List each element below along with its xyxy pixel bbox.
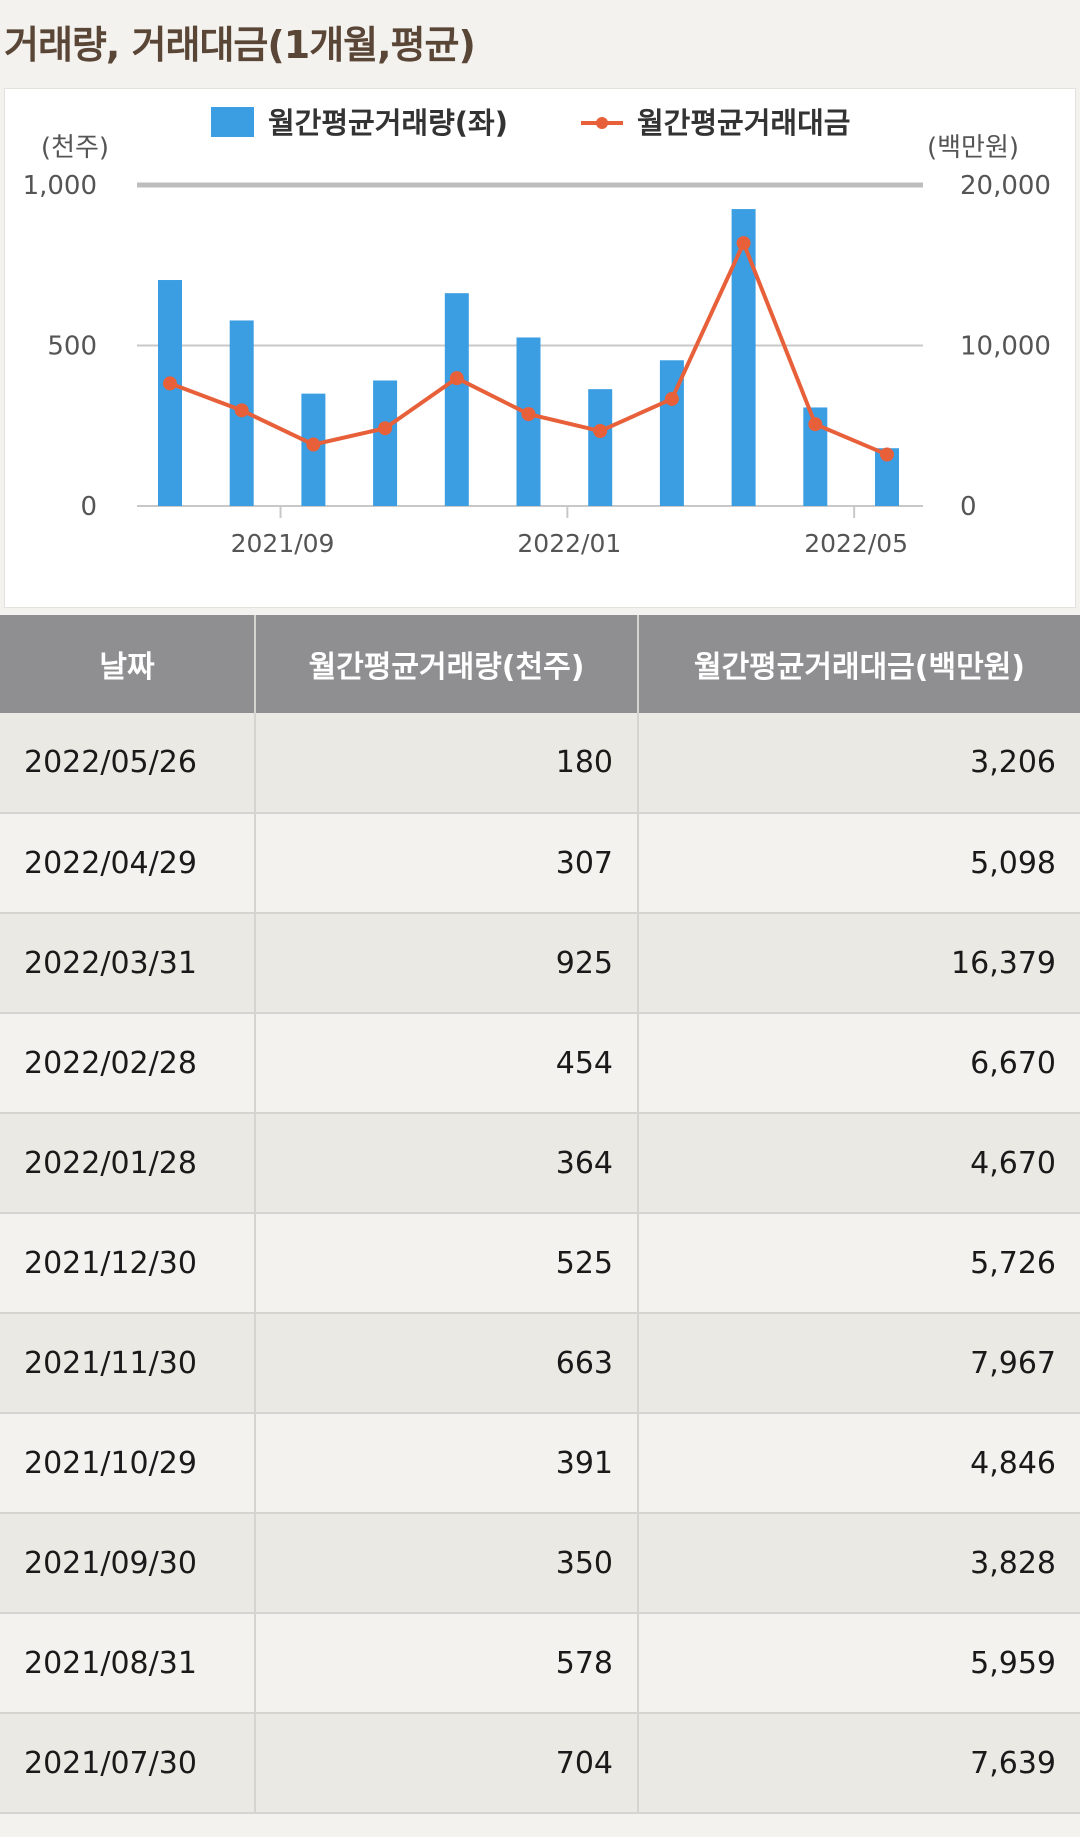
y-left-tick-label: 1,000 — [23, 171, 97, 201]
cell-value: 4,670 — [638, 1113, 1080, 1214]
point-value — [378, 421, 393, 436]
cell-volume: 391 — [255, 1413, 639, 1514]
x-tick-label: 2022/05 — [804, 529, 908, 558]
cell-date: 2021/07/30 — [0, 1713, 256, 1814]
cell-date: 2021/08/31 — [0, 1613, 256, 1714]
y-left-unit-label: (천주) — [41, 133, 109, 163]
page-title: 거래량, 거래대금(1개월,평균) — [4, 23, 476, 67]
point-value — [449, 371, 464, 386]
cell-volume: 525 — [255, 1213, 639, 1314]
cell-value: 3,828 — [638, 1513, 1080, 1614]
volume-value-chart: (천주) (백만원) 0 500 1,000 0 10,000 20,000 2021/09 20… — [23, 106, 1051, 558]
bar-volume — [588, 389, 613, 506]
cell-volume: 925 — [255, 913, 639, 1014]
table-row: 2021/11/30 663 7,967 — [0, 1313, 1080, 1414]
cell-date: 2022/03/31 — [0, 913, 256, 1014]
cell-date: 2021/09/30 — [0, 1513, 256, 1614]
table-row: 2022/02/28 454 6,670 — [0, 1013, 1080, 1114]
legend-swatch-volume — [211, 107, 254, 137]
cell-value: 3,206 — [638, 713, 1080, 814]
data-table: 날짜 월간평균거래량(천주) 월간평균거래대금(백만원) 2022/05/26 1… — [0, 615, 1080, 1814]
point-value — [808, 417, 823, 432]
legend-label-value: 월간평균거래대금 — [637, 106, 850, 140]
y-right-tick-label: 10,000 — [960, 332, 1051, 362]
point-value — [736, 236, 751, 251]
point-value — [234, 403, 249, 418]
cell-volume: 350 — [255, 1513, 639, 1614]
cell-date: 2021/12/30 — [0, 1213, 256, 1314]
cell-value: 4,846 — [638, 1413, 1080, 1514]
cell-value: 5,098 — [638, 813, 1080, 914]
table-row: 2022/03/31 925 16,379 — [0, 913, 1080, 1014]
bar-volume — [731, 209, 756, 506]
header-volume: 월간평균거래량(천주) — [255, 615, 639, 713]
legend-swatch-value-dot — [596, 117, 608, 129]
cell-date: 2021/11/30 — [0, 1313, 256, 1414]
y-left-tick-label: 0 — [80, 492, 97, 522]
y-right-tick-label: 0 — [960, 492, 977, 522]
cell-date: 2021/10/29 — [0, 1413, 256, 1514]
cell-value: 7,639 — [638, 1713, 1080, 1814]
table-row: 2021/09/30 350 3,828 — [0, 1513, 1080, 1614]
cell-volume: 454 — [255, 1013, 639, 1114]
table-row: 2022/04/29 307 5,098 — [0, 813, 1080, 914]
cell-value: 5,726 — [638, 1213, 1080, 1314]
page-header: 거래량, 거래대금(1개월,평균) — [0, 0, 1080, 80]
legend-label-volume: 월간평균거래량(좌) — [268, 106, 508, 140]
point-value — [664, 391, 679, 406]
table-row: 2021/08/31 578 5,959 — [0, 1613, 1080, 1714]
cell-volume: 307 — [255, 813, 639, 914]
cell-volume: 578 — [255, 1613, 639, 1714]
cell-value: 5,959 — [638, 1613, 1080, 1714]
bar-volume — [444, 293, 469, 506]
cell-date: 2022/05/26 — [0, 713, 256, 814]
cell-volume: 364 — [255, 1113, 639, 1214]
cell-value: 16,379 — [638, 913, 1080, 1014]
chart-container: (천주) (백만원) 0 500 1,000 0 10,000 20,000 2021/09 20… — [4, 88, 1076, 608]
cell-date: 2022/04/29 — [0, 813, 256, 914]
cell-volume: 663 — [255, 1313, 639, 1414]
table-row: 2021/10/29 391 4,846 — [0, 1413, 1080, 1514]
point-value — [880, 447, 894, 462]
header-date: 날짜 — [0, 615, 256, 713]
y-right-tick-label: 20,000 — [960, 171, 1051, 201]
y-right-unit-label: (백만원) — [927, 133, 1019, 163]
point-value — [521, 407, 536, 422]
y-left-tick-label: 500 — [47, 332, 97, 362]
table-row: 2021/07/30 704 7,639 — [0, 1713, 1080, 1814]
cell-date: 2022/01/28 — [0, 1113, 256, 1214]
cell-volume: 180 — [255, 713, 639, 814]
cell-volume: 704 — [255, 1713, 639, 1814]
point-value — [163, 376, 177, 391]
cell-value: 6,670 — [638, 1013, 1080, 1114]
bar-volume — [373, 380, 398, 506]
cell-date: 2022/02/28 — [0, 1013, 256, 1114]
table-header-row: 날짜 월간평균거래량(천주) 월간평균거래대금(백만원) — [0, 615, 1080, 713]
bar-volume — [516, 337, 541, 506]
header-value: 월간평균거래대금(백만원) — [638, 615, 1080, 713]
point-value — [306, 437, 321, 452]
x-tick-label: 2022/01 — [517, 529, 621, 558]
point-value — [593, 424, 608, 439]
cell-value: 7,967 — [638, 1313, 1080, 1414]
bar-volume — [158, 280, 182, 506]
table-row: 2021/12/30 525 5,726 — [0, 1213, 1080, 1314]
table-row: 2022/05/26 180 3,206 — [0, 713, 1080, 814]
table-row: 2022/01/28 364 4,670 — [0, 1113, 1080, 1214]
x-tick-label: 2021/09 — [231, 529, 335, 558]
